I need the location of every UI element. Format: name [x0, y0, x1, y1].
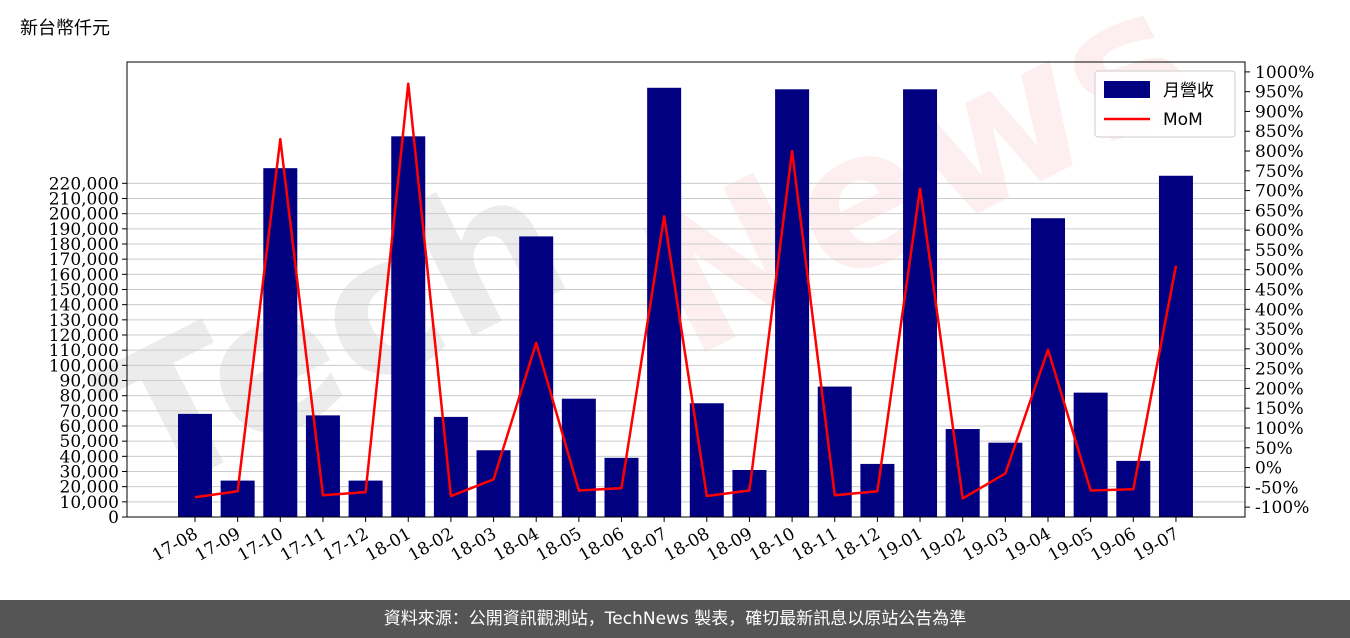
x-tick-label-18-06: 18-06	[576, 524, 628, 566]
bar-18-05	[561, 398, 596, 517]
left-tick-label: 170,000	[49, 250, 119, 270]
right-tick-label: 700%	[1255, 182, 1304, 202]
x-tick-label-19-05: 19-05	[1045, 524, 1097, 566]
x-tick-label-17-11: 17-11	[277, 524, 329, 566]
left-tick-label: 210,000	[49, 190, 119, 210]
left-tick-label: 110,000	[49, 341, 119, 361]
x-tick-label-18-05: 18-05	[533, 524, 585, 566]
left-tick-label: 130,000	[49, 311, 119, 331]
left-tick-label: 160,000	[49, 265, 119, 285]
right-tick-label: 1000%	[1255, 63, 1314, 83]
left-tick-label: 120,000	[49, 326, 119, 346]
x-tick-label-18-07: 18-07	[618, 524, 670, 566]
line-series	[194, 82, 1178, 500]
right-tick-label: 900%	[1255, 102, 1304, 122]
left-tick-label: 90,000	[60, 372, 119, 392]
right-tick-label: 100%	[1255, 419, 1304, 439]
left-tick-label: 70,000	[60, 402, 119, 422]
right-tick-label: 0%	[1255, 459, 1282, 479]
x-tick-label-18-08: 18-08	[661, 524, 713, 566]
right-tick-label: 200%	[1255, 379, 1304, 399]
x-tick-label-18-01: 18-01	[362, 524, 414, 566]
left-tick-label: 40,000	[60, 447, 119, 467]
bar-17-10	[263, 168, 298, 517]
left-tick-label: 30,000	[60, 463, 119, 483]
right-axis: -100%-50%0%50%100%150%200%250%300%350%40…	[1245, 63, 1314, 518]
x-tick-label-18-09: 18-09	[704, 524, 756, 566]
left-tick-label: 10,000	[60, 493, 119, 513]
bar-18-04	[519, 236, 554, 517]
x-tick-label-19-01: 19-01	[874, 524, 926, 566]
bar-17-11	[305, 415, 340, 517]
x-tick-label-18-11: 18-11	[789, 524, 841, 566]
right-tick-label: 800%	[1255, 142, 1304, 162]
bar-18-07	[647, 87, 682, 518]
x-tick-label-19-03: 19-03	[959, 524, 1011, 566]
right-tick-label: 150%	[1255, 399, 1304, 419]
right-tick-label: -100%	[1255, 498, 1309, 518]
left-tick-label: 100,000	[49, 356, 119, 376]
x-tick-label-19-06: 19-06	[1087, 524, 1139, 566]
left-tick-label: 0	[108, 508, 119, 528]
unit-label: 新台幣仟元	[20, 18, 110, 39]
left-tick-label: 50,000	[60, 432, 119, 452]
bar-19-04	[1031, 218, 1065, 517]
right-tick-label: 650%	[1255, 201, 1304, 221]
right-tick-label: 50%	[1255, 439, 1293, 459]
right-tick-label: 400%	[1255, 300, 1304, 320]
left-tick-label: 60,000	[60, 417, 119, 437]
right-tick-label: 300%	[1255, 340, 1304, 360]
left-tick-label: 180,000	[49, 235, 119, 255]
x-tick-label-17-10: 17-10	[234, 524, 286, 566]
left-tick-label: 220,000	[49, 174, 119, 194]
left-tick-label: 140,000	[49, 296, 119, 316]
right-tick-label: 550%	[1255, 241, 1304, 261]
mom-line	[194, 82, 1178, 500]
right-tick-label: 250%	[1255, 360, 1304, 380]
left-tick-label: 200,000	[49, 205, 119, 225]
left-tick-label: 190,000	[49, 220, 119, 240]
right-tick-label: -50%	[1255, 478, 1299, 498]
bar-19-02	[945, 429, 980, 517]
left-tick-label: 80,000	[60, 387, 119, 407]
x-tick-label-17-09: 17-09	[192, 524, 244, 566]
right-tick-label: 950%	[1255, 83, 1304, 103]
legend-label-mom: MoM	[1163, 110, 1203, 130]
x-axis: 17-0817-0917-1017-1117-1218-0118-0218-03…	[149, 517, 1182, 566]
footer: 資料來源：公開資訊觀測站，TechNews 製表，確切最新訊息以原站公告為準	[0, 600, 1350, 638]
right-tick-label: 500%	[1255, 261, 1304, 281]
x-tick-label-19-02: 19-02	[917, 524, 969, 566]
right-tick-label: 600%	[1255, 221, 1304, 241]
x-tick-label-18-04: 18-04	[490, 524, 542, 566]
x-tick-label-18-10: 18-10	[746, 524, 798, 566]
x-tick-label-18-12: 18-12	[831, 524, 883, 566]
legend-swatch-bar	[1104, 81, 1150, 98]
left-axis: 010,00020,00030,00040,00050,00060,00070,…	[49, 174, 127, 528]
bar-18-02	[433, 416, 468, 517]
right-tick-label: 750%	[1255, 162, 1304, 182]
right-tick-label: 350%	[1255, 320, 1304, 340]
left-tick-label: 150,000	[49, 281, 119, 301]
x-tick-label-17-12: 17-12	[320, 524, 372, 566]
left-tick-label: 20,000	[60, 478, 119, 498]
x-tick-label-18-02: 18-02	[405, 524, 457, 566]
right-tick-label: 450%	[1255, 281, 1304, 301]
bar-18-09	[732, 469, 767, 517]
right-tick-label: 850%	[1255, 122, 1304, 142]
chart: Tech News 010,00020,00030,00040,00050,00…	[49, 0, 1315, 566]
x-tick-label-19-07: 19-07	[1130, 524, 1182, 566]
x-tick-label-18-03: 18-03	[448, 524, 500, 566]
legend-label-revenue: 月營收	[1163, 81, 1214, 101]
x-tick-label-19-04: 19-04	[1002, 524, 1054, 566]
bar-17-08	[178, 413, 212, 517]
bar-19-01	[903, 89, 938, 518]
legend: 月營收 MoM	[1094, 70, 1236, 138]
bar-19-07	[1158, 175, 1193, 517]
